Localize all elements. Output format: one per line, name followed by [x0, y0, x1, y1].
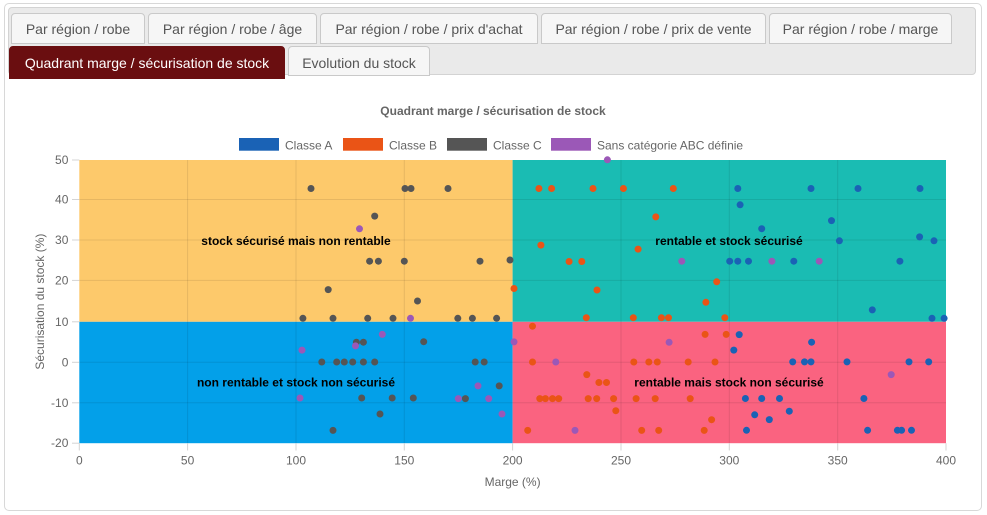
- svg-text:rentable mais stock non sécuri: rentable mais stock non sécurisé: [634, 376, 824, 390]
- svg-text:50: 50: [55, 153, 69, 167]
- svg-text:-20: -20: [51, 436, 69, 450]
- svg-text:200: 200: [503, 453, 523, 467]
- svg-text:Sécurisation du stock (%): Sécurisation du stock (%): [33, 234, 47, 370]
- svg-text:Classe C: Classe C: [493, 139, 542, 153]
- svg-text:100: 100: [286, 453, 306, 467]
- svg-text:Classe B: Classe B: [389, 139, 437, 153]
- svg-text:rentable et stock sécurisé: rentable et stock sécurisé: [655, 234, 803, 248]
- svg-text:Quadrant marge / sécurisation: Quadrant marge / sécurisation de stock: [380, 104, 606, 118]
- svg-text:400: 400: [936, 453, 956, 467]
- svg-text:non rentable et stock non sécu: non rentable et stock non sécurisé: [197, 376, 395, 390]
- svg-text:150: 150: [394, 453, 414, 467]
- svg-text:20: 20: [55, 273, 69, 287]
- svg-text:Classe A: Classe A: [285, 139, 332, 153]
- svg-text:50: 50: [181, 453, 195, 467]
- svg-text:10: 10: [55, 315, 69, 329]
- svg-text:-10: -10: [51, 396, 69, 410]
- svg-text:0: 0: [62, 355, 69, 369]
- svg-text:stock sécurisé mais non rentab: stock sécurisé mais non rentable: [201, 234, 391, 248]
- svg-text:Sans catégorie ABC définie: Sans catégorie ABC définie: [597, 139, 743, 153]
- svg-text:250: 250: [611, 453, 631, 467]
- svg-text:Marge (%): Marge (%): [485, 475, 541, 489]
- svg-text:300: 300: [719, 453, 739, 467]
- svg-text:0: 0: [76, 453, 83, 467]
- svg-text:350: 350: [828, 453, 848, 467]
- svg-text:40: 40: [55, 193, 69, 207]
- svg-text:30: 30: [55, 233, 69, 247]
